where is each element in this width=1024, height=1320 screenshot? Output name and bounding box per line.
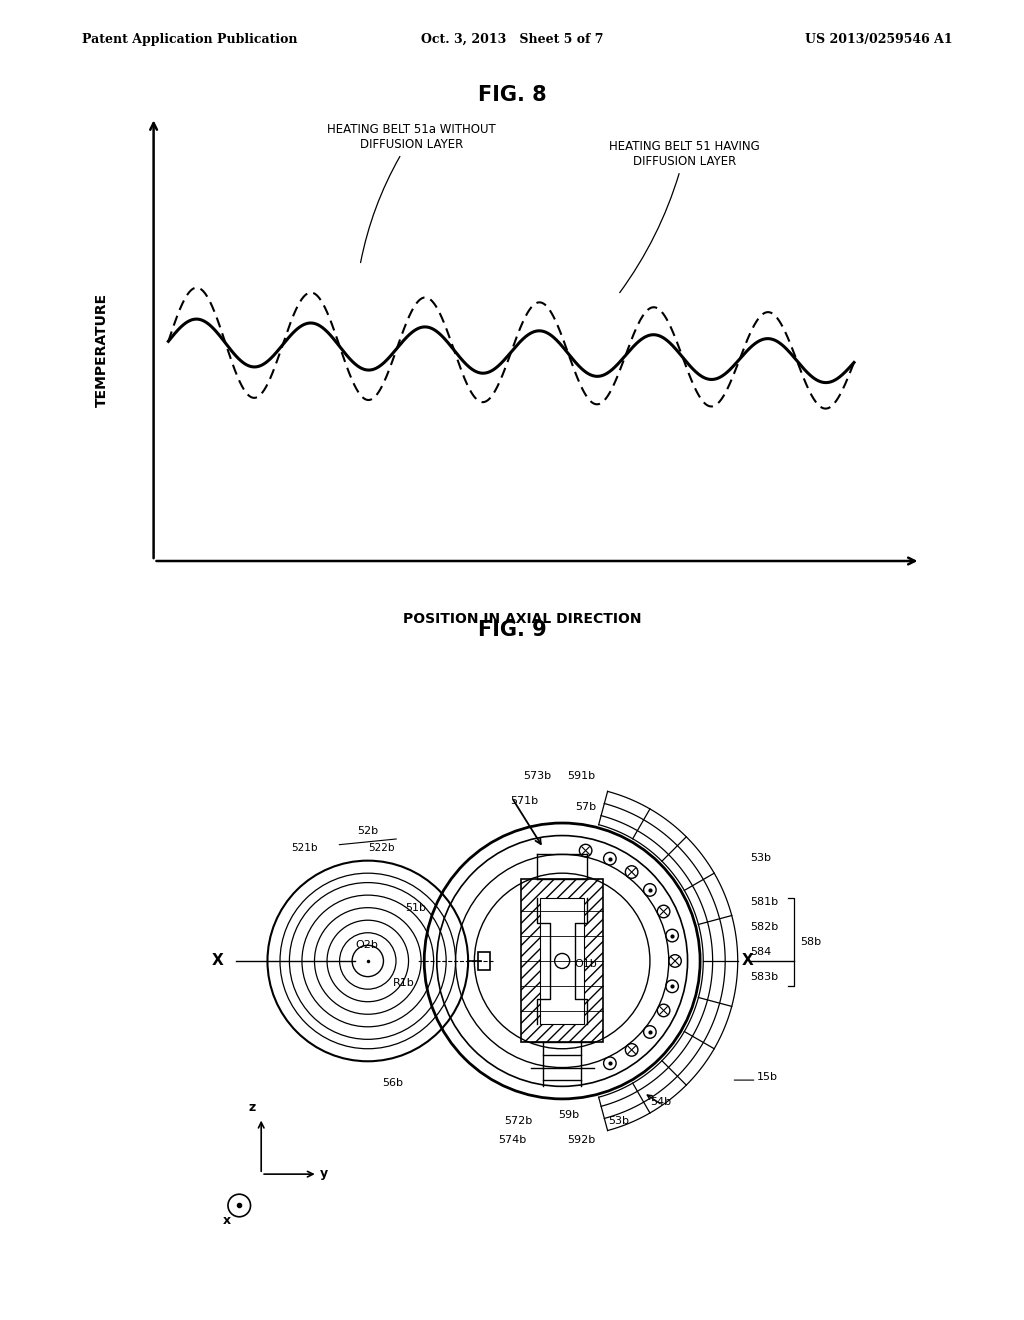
Text: X: X: [741, 953, 753, 969]
Text: 591b: 591b: [567, 771, 595, 781]
Text: 522b: 522b: [368, 843, 394, 853]
Text: US 2013/0259546 A1: US 2013/0259546 A1: [805, 33, 952, 46]
Text: y: y: [319, 1167, 328, 1180]
Text: O1b: O1b: [574, 960, 597, 969]
Text: Patent Application Publication: Patent Application Publication: [82, 33, 297, 46]
Text: FIG. 9: FIG. 9: [477, 619, 547, 640]
Bar: [521, 879, 603, 1043]
Text: 54b: 54b: [650, 1097, 671, 1107]
Text: FIG. 8: FIG. 8: [477, 84, 547, 106]
Text: 574b: 574b: [498, 1135, 526, 1144]
Bar: [477, 952, 490, 970]
Text: 58b: 58b: [801, 937, 821, 948]
Text: R1b: R1b: [393, 978, 415, 989]
Circle shape: [555, 953, 569, 969]
Text: x: x: [222, 1214, 230, 1228]
Bar: [541, 898, 584, 1024]
Circle shape: [352, 945, 383, 977]
Text: 572b: 572b: [504, 1115, 532, 1126]
Text: 583b: 583b: [751, 972, 778, 982]
Text: 51b: 51b: [406, 903, 426, 913]
Text: 571b: 571b: [511, 796, 539, 807]
Text: 59b: 59b: [558, 1110, 579, 1119]
Text: 57b: 57b: [574, 803, 596, 813]
Text: 521b: 521b: [291, 843, 317, 853]
Text: 53b: 53b: [751, 853, 771, 863]
Text: 592b: 592b: [567, 1135, 595, 1144]
Text: z: z: [248, 1101, 255, 1114]
Text: 56b: 56b: [382, 1078, 403, 1089]
Text: 581b: 581b: [751, 896, 778, 907]
Text: 52b: 52b: [357, 825, 378, 836]
Text: TEMPERATURE: TEMPERATURE: [95, 293, 109, 407]
Text: POSITION IN AXIAL DIRECTION: POSITION IN AXIAL DIRECTION: [403, 611, 641, 626]
Text: X: X: [211, 953, 223, 969]
Text: HEATING BELT 51a WITHOUT
DIFFUSION LAYER: HEATING BELT 51a WITHOUT DIFFUSION LAYER: [328, 123, 496, 263]
Text: 582b: 582b: [751, 921, 778, 932]
Text: O2b: O2b: [355, 940, 378, 950]
Text: Oct. 3, 2013   Sheet 5 of 7: Oct. 3, 2013 Sheet 5 of 7: [421, 33, 603, 46]
Text: HEATING BELT 51 HAVING
DIFFUSION LAYER: HEATING BELT 51 HAVING DIFFUSION LAYER: [609, 140, 760, 293]
Text: 584: 584: [751, 946, 771, 957]
Text: 15b: 15b: [757, 1072, 777, 1082]
Text: 573b: 573b: [523, 771, 551, 781]
Text: 53b: 53b: [608, 1115, 629, 1126]
